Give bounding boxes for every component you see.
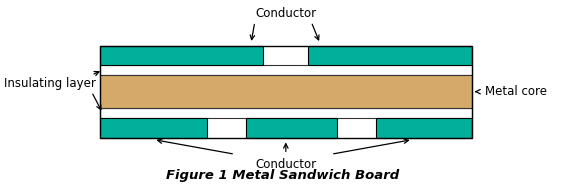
Text: Figure 1 Metal Sandwich Board: Figure 1 Metal Sandwich Board [166, 169, 400, 182]
Bar [376, 118, 471, 138]
Bar [100, 65, 471, 75]
Text: Conductor: Conductor [255, 158, 316, 171]
Text: Metal core: Metal core [484, 85, 547, 98]
Bar [100, 46, 471, 138]
Text: Insulating layer: Insulating layer [4, 77, 96, 90]
Bar [100, 108, 471, 118]
Bar [100, 118, 207, 138]
Bar [246, 118, 337, 138]
Text: Conductor: Conductor [255, 7, 316, 20]
Bar [100, 46, 263, 65]
Bar [308, 46, 471, 65]
Bar [100, 75, 471, 108]
